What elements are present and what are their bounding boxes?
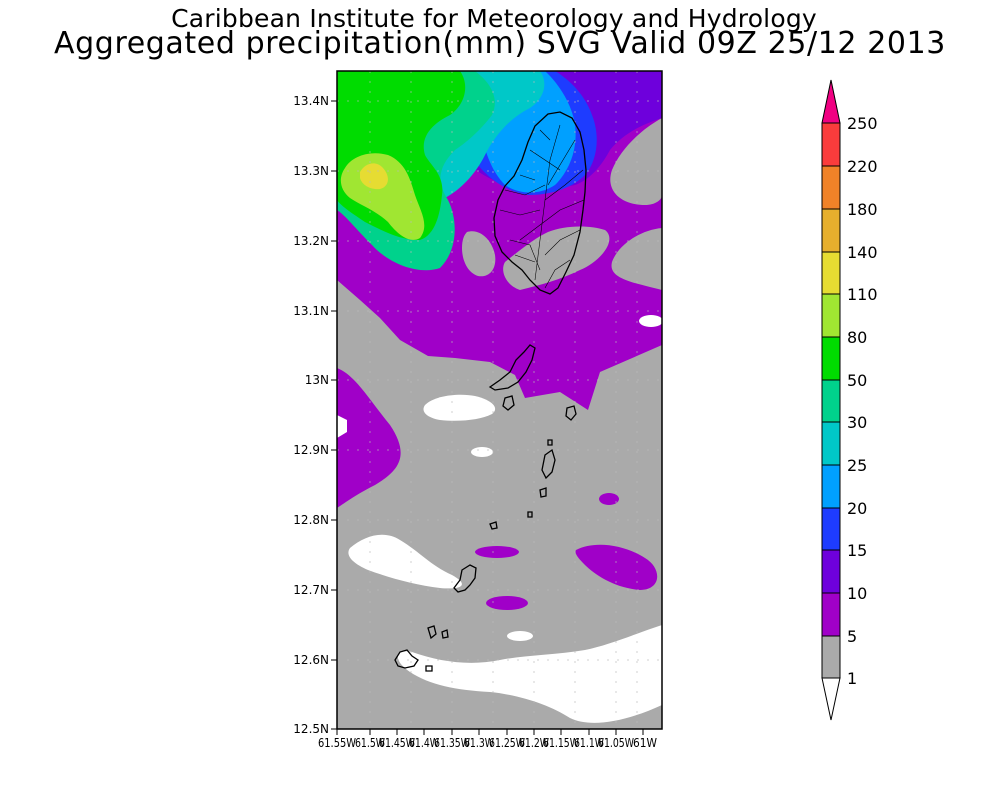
colorbar-label: 250 [847, 114, 878, 133]
colorbar-labels: 1 5 10 15 20 25 30 50 80 110 140 180 220… [847, 114, 878, 688]
colorbar-bin [821, 635, 841, 679]
lat-tick-label: 12.6N [293, 653, 329, 667]
precip-band-5-10-east [575, 544, 658, 590]
lon-tick-label: 61.05W [598, 736, 634, 750]
bequia-island [488, 344, 536, 391]
mustique-island [541, 448, 556, 480]
colorbar-cap-bottom [821, 677, 841, 721]
small-island-8 [527, 511, 533, 518]
lon-tick-label: 61.25W [489, 736, 525, 750]
small-island-1 [502, 395, 515, 411]
longitude-axis [336, 729, 644, 735]
precip-band-5-10-west [337, 368, 401, 508]
precip-patch-3 [599, 493, 619, 505]
lon-tick-label: 61.45W [379, 736, 415, 750]
colorbar-label: 10 [847, 584, 867, 603]
no-precip-area-6 [639, 315, 662, 327]
latitude-tick-labels: 13.4N 13.3N 13.2N 13.1N 13N 12.9N 12.8N … [293, 94, 329, 736]
lon-tick-label: 61.55W [318, 736, 356, 750]
lon-tick-label: 61W [633, 736, 657, 750]
colorbar-label: 220 [847, 157, 878, 176]
colorbar-label: 110 [847, 285, 878, 304]
colorbar-label: 80 [847, 328, 867, 347]
small-island-9 [547, 439, 553, 446]
colorbar-bin [821, 122, 841, 167]
lat-tick-label: 13N [305, 373, 329, 387]
lon-tick-label: 61.5W [355, 736, 385, 750]
colorbar-bin [821, 336, 841, 381]
small-island-3 [427, 625, 437, 640]
map-grid [337, 71, 662, 729]
lon-tick-label: 61.1W [574, 736, 604, 750]
precip-patch-2 [486, 596, 528, 610]
colorbar-bin [821, 549, 841, 594]
small-island-7 [425, 665, 433, 672]
colorbar-bin [821, 251, 841, 295]
saint-vincent-rivers [499, 124, 585, 289]
colorbar-bin [821, 293, 841, 338]
precip-patch-1 [475, 546, 519, 558]
no-precip-area-7 [337, 415, 347, 438]
title-institute: Caribbean Institute for Meteorology and … [171, 4, 817, 33]
lat-tick-label: 12.9N [293, 443, 329, 457]
lon-tick-label: 61.35W [434, 736, 470, 750]
lat-tick-label: 13.4N [293, 94, 329, 108]
lon-tick-label: 61.2W [519, 736, 549, 750]
colorbar-legend [821, 79, 841, 721]
colorbar-label: 140 [847, 243, 878, 262]
no-precip-area-2 [471, 447, 493, 457]
title-product: Aggregated precipitation(mm) SVG Valid 0… [54, 26, 946, 61]
colorbar-label: 30 [847, 413, 867, 432]
colorbar-bin [821, 379, 841, 423]
no-precip-area-5 [397, 625, 662, 723]
colorbar-bin [821, 592, 841, 637]
no-precip-band-mid [503, 226, 610, 290]
latitude-axis [331, 100, 337, 730]
lon-tick-label: 61.4W [409, 736, 439, 750]
colorbar-label: 20 [847, 499, 867, 518]
no-precip-band-west [462, 231, 496, 277]
coastlines [394, 111, 587, 672]
lat-tick-label: 13.2N [293, 234, 329, 248]
small-island-5 [489, 521, 498, 530]
lat-tick-label: 12.5N [293, 722, 329, 736]
colorbar-bin [821, 421, 841, 466]
colorbar-bin [821, 165, 841, 210]
lat-tick-label: 12.7N [293, 583, 329, 597]
lat-tick-label: 12.8N [293, 513, 329, 527]
colorbar-label: 1 [847, 669, 857, 688]
colorbar-label: 15 [847, 541, 867, 560]
no-precip-area-3 [348, 534, 462, 589]
lon-tick-label: 61.3W [464, 736, 494, 750]
colorbar-label: 25 [847, 456, 867, 475]
lat-tick-label: 13.1N [293, 304, 329, 318]
lat-tick-label: 13.3N [293, 164, 329, 178]
canouan-island [453, 564, 477, 593]
saint-vincent-island [493, 111, 587, 295]
small-island-2 [565, 405, 577, 421]
no-precip-band-east-cell-1 [610, 118, 662, 205]
colorbar-bin [821, 507, 841, 551]
carriacou-island [394, 649, 419, 669]
longitude-tick-labels: 61.55W 61.5W 61.45W 61.4W 61.35W 61.3W 6… [318, 736, 657, 750]
no-precip-area-4 [507, 631, 533, 641]
small-island-4 [539, 487, 547, 498]
colorbar-bin [821, 208, 841, 253]
colorbar-label: 50 [847, 371, 867, 390]
colorbar-label: 180 [847, 200, 878, 219]
map-frame [336, 70, 663, 730]
lon-tick-label: 61.15W [543, 736, 579, 750]
colorbar-bin [821, 464, 841, 509]
no-precip-area-1 [423, 394, 496, 421]
precip-field [337, 71, 662, 729]
colorbar-cap-top [821, 79, 841, 124]
colorbar-label: 5 [847, 627, 857, 646]
precip-band-110-140 [360, 163, 388, 190]
small-island-6 [441, 629, 449, 639]
no-precip-band-east-cell-2 [611, 228, 662, 290]
